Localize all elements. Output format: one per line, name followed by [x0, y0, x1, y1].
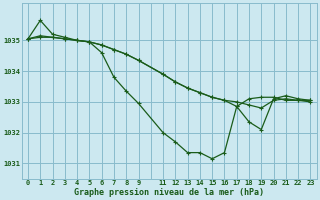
X-axis label: Graphe pression niveau de la mer (hPa): Graphe pression niveau de la mer (hPa)	[74, 188, 264, 197]
